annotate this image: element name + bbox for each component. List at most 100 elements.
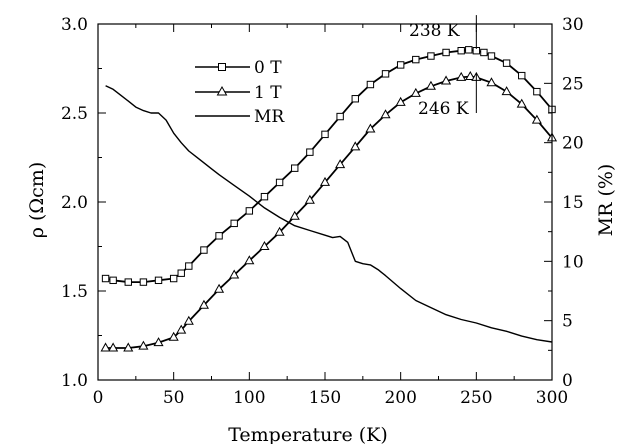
data-point-0t (169, 274, 178, 283)
data-point-0t (465, 46, 473, 54)
data-point-1t (168, 331, 179, 341)
data-point-1t (501, 86, 512, 96)
data-point-1t (244, 255, 255, 265)
data-point-0t (245, 207, 254, 215)
data-point-1t (350, 141, 361, 151)
legend-label-1t: 1 T (254, 83, 282, 103)
data-point-0t (321, 130, 329, 139)
data-point-0t (124, 278, 132, 286)
series-line-1t (105, 75, 553, 349)
data-point-1t (456, 71, 467, 81)
y-right-tick-label: 10 (562, 252, 584, 272)
y-right-tick-label: 20 (562, 134, 584, 154)
x-axis-label: Temperature (K) (228, 424, 388, 444)
data-point-0t (185, 262, 193, 270)
y-right-tick-label: 25 (562, 74, 584, 94)
annotation-246k: 246 K (418, 99, 469, 119)
series-line-mr (105, 85, 553, 343)
data-point-1t (229, 269, 240, 279)
data-point-0t (230, 219, 238, 228)
data-point-0t (366, 80, 375, 89)
data-point-1t (410, 87, 421, 97)
data-point-1t (153, 337, 164, 347)
y-right-tick-label: 30 (562, 15, 584, 35)
data-point-1t (108, 342, 119, 352)
x-tick-label: 300 (536, 388, 568, 408)
data-point-0t (502, 59, 511, 67)
legend-marker-triangle (216, 85, 228, 96)
data-point-1t (123, 342, 134, 352)
data-point-0t (291, 164, 299, 172)
legend-label-mr: MR (254, 107, 285, 127)
data-point-0t (215, 232, 223, 240)
data-point-1t (183, 315, 194, 325)
data-point-0t (480, 48, 488, 57)
data-point-1t (176, 324, 187, 334)
data-point-1t (395, 96, 406, 106)
data-point-0t (101, 274, 110, 283)
legend-label-0t: 0 T (254, 58, 282, 78)
y-left-tick-label: 1.5 (61, 282, 88, 302)
data-point-1t (425, 80, 436, 90)
y-right-tick-label: 15 (562, 193, 584, 213)
data-point-0t (442, 48, 450, 57)
data-point-0t (275, 178, 284, 187)
data-point-1t (365, 123, 376, 133)
data-point-1t (380, 109, 391, 119)
data-point-0t (109, 276, 117, 285)
series-layer (100, 46, 558, 352)
data-point-1t (198, 299, 209, 309)
data-point-1t (214, 283, 225, 293)
x-tick-label: 0 (93, 388, 104, 408)
series-line-0t (105, 48, 553, 284)
data-point-0t (260, 192, 269, 201)
x-tick-label: 250 (460, 388, 492, 408)
data-point-0t (487, 52, 496, 60)
data-point-0t (177, 269, 185, 277)
y-left-tick-label: 3.0 (61, 15, 88, 35)
plot-frame (97, 23, 553, 381)
x-tick-label: 150 (309, 388, 341, 408)
data-point-1t (486, 77, 497, 87)
data-point-0t (427, 52, 435, 60)
data-point-1t (289, 210, 300, 220)
data-point-1t (304, 194, 315, 204)
x-tick-label: 200 (384, 388, 416, 408)
data-point-1t (259, 240, 270, 250)
data-point-1t (465, 70, 476, 81)
axes-layer: 0 50 100 150 200 250 300 1.0 1.5 2.0 2.5 3.0 0 5 10 15 2… (61, 15, 584, 408)
data-point-1t (335, 159, 346, 169)
data-point-0t (351, 95, 359, 103)
y-left-tick-label: 2.5 (61, 104, 88, 124)
x-tick-label: 50 (163, 388, 185, 408)
data-point-1t (441, 75, 452, 85)
data-point-1t (516, 98, 527, 108)
data-point-0t (306, 148, 314, 156)
x-tick-label: 100 (233, 388, 265, 408)
y-right-tick-label: 5 (562, 312, 573, 332)
y-left-tick-label: 1.0 (61, 371, 88, 391)
data-point-0t (518, 71, 526, 80)
annotation-238k: 238 K (409, 21, 460, 41)
legend: 0 T 1 T MR (195, 58, 285, 127)
y-left-tick-label: 2.0 (61, 193, 88, 213)
y-axis-right-label: MR (%) (595, 164, 617, 237)
data-point-0t (396, 61, 405, 69)
data-point-0t (457, 47, 465, 55)
data-point-0t (381, 70, 390, 78)
data-point-1t (274, 226, 285, 236)
legend-marker-square (218, 63, 226, 71)
data-point-0t (412, 55, 420, 64)
data-point-1t (531, 114, 542, 124)
data-point-0t (154, 276, 163, 285)
y-right-tick-label: 0 (562, 371, 573, 391)
data-point-0t (336, 112, 344, 121)
y-axis-left-label: ρ (Ωcm) (26, 162, 48, 238)
data-point-1t (100, 342, 111, 352)
data-point-0t (200, 246, 208, 254)
data-point-0t (139, 278, 148, 286)
data-point-1t (138, 340, 149, 350)
data-point-0t (533, 87, 541, 96)
data-point-1t (319, 176, 331, 186)
